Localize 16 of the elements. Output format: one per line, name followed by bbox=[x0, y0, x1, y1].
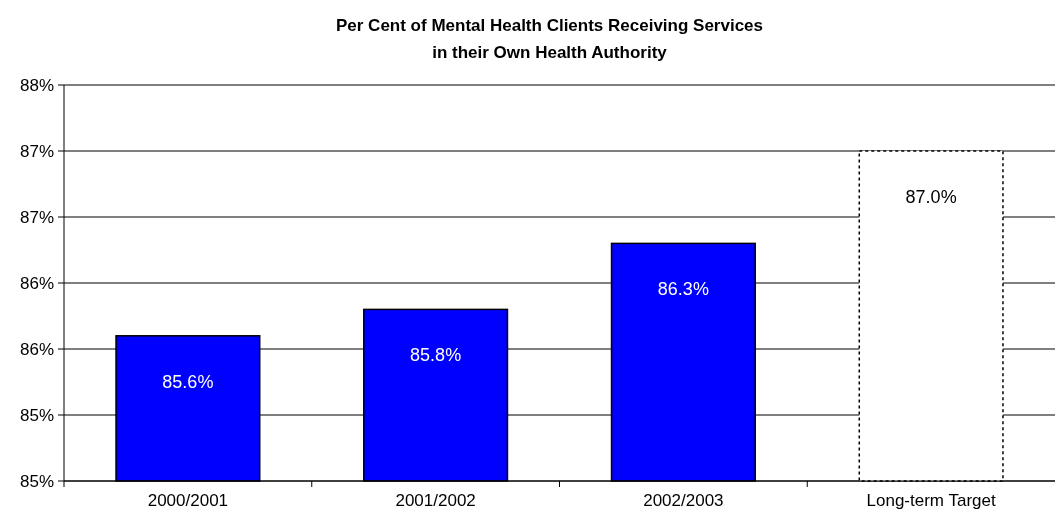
y-tick-label: 87% bbox=[19, 208, 54, 227]
x-tick-label: 2001/2002 bbox=[395, 491, 476, 510]
x-tick-label: 2002/2003 bbox=[643, 491, 724, 510]
data-label: 87.0% bbox=[905, 187, 957, 207]
y-tick-label: 88% bbox=[19, 76, 54, 95]
data-label: 86.3% bbox=[657, 279, 709, 300]
data-label: 85.6% bbox=[162, 371, 214, 392]
chart-title: Per Cent of Mental Health Clients Receiving Services in their Own Health Authority bbox=[335, 16, 764, 62]
y-tick-label: 86% bbox=[19, 274, 54, 293]
data-label: 85.8% bbox=[410, 345, 462, 366]
y-tick-label: 85% bbox=[19, 472, 54, 491]
x-tick-label: Long-term Target bbox=[866, 491, 996, 510]
y-tick-label: 85% bbox=[19, 406, 54, 425]
x-tick-label: 2000/2001 bbox=[147, 491, 229, 510]
y-tick-label: 87% bbox=[19, 142, 54, 161]
y-tick-label: 86% bbox=[19, 340, 54, 359]
